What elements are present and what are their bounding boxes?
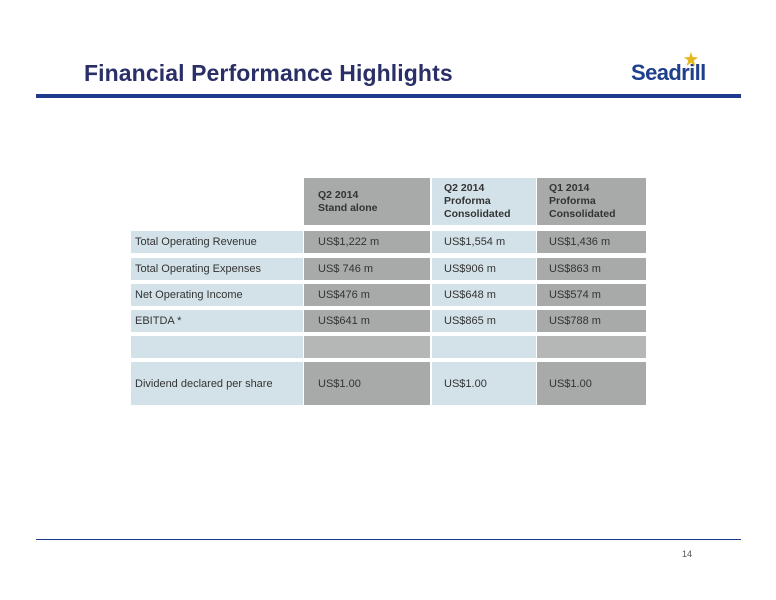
table-cell: US$1,222 m: [304, 231, 430, 253]
column-header: Q1 2014 Proforma Consolidated: [537, 178, 646, 225]
table-row: [131, 336, 646, 358]
seadrill-logo: Seadrill: [631, 52, 715, 89]
table-cell: US$863 m: [537, 258, 646, 280]
table-row: Total Operating Revenue US$1,222 m US$1,…: [131, 231, 646, 253]
table-row: Net Operating Income US$476 m US$648 m U…: [131, 284, 646, 306]
row-label: [131, 336, 303, 358]
table-cell: US$906 m: [432, 258, 536, 280]
header-empty-cell: [131, 178, 303, 225]
table-cell: US$1,554 m: [432, 231, 536, 253]
table-cell: US$1,436 m: [537, 231, 646, 253]
column-header: Q2 2014 Proforma Consolidated: [432, 178, 536, 225]
table-cell: [304, 336, 430, 358]
row-label: Total Operating Revenue: [131, 231, 303, 253]
table-cell: US$574 m: [537, 284, 646, 306]
table-row: EBITDA * US$641 m US$865 m US$788 m: [131, 310, 646, 332]
table-row: Total Operating Expenses US$ 746 m US$90…: [131, 258, 646, 280]
table-cell: US$648 m: [432, 284, 536, 306]
table-cell: US$788 m: [537, 310, 646, 332]
slide-title: Financial Performance Highlights: [84, 60, 453, 86]
table-cell: US$1.00: [432, 362, 536, 405]
row-label: EBITDA *: [131, 310, 303, 332]
table-cell: [537, 336, 646, 358]
table-cell: US$1.00: [304, 362, 430, 405]
table-cell: US$ 746 m: [304, 258, 430, 280]
row-label: Total Operating Expenses: [131, 258, 303, 280]
column-header: Q2 2014 Stand alone: [304, 178, 430, 225]
table-cell: US$641 m: [304, 310, 430, 332]
row-label: Dividend declared per share: [131, 362, 303, 405]
footer-divider: [36, 539, 741, 540]
header-divider: [36, 94, 741, 98]
star-icon: [684, 52, 698, 66]
table-cell: US$476 m: [304, 284, 430, 306]
table-cell: US$865 m: [432, 310, 536, 332]
table-cell: [432, 336, 536, 358]
table-cell: US$1.00: [537, 362, 646, 405]
table-row: Dividend declared per share US$1.00 US$1…: [131, 362, 646, 405]
page-number: 14: [682, 549, 693, 559]
table-header-row: Q2 2014 Stand alone Q2 2014 Proforma Con…: [131, 178, 646, 225]
row-label: Net Operating Income: [131, 284, 303, 306]
